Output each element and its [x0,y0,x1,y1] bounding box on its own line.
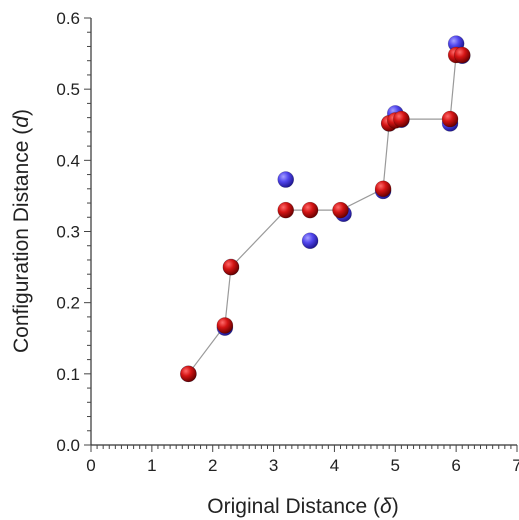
x-axis-title-symbol: δ [380,495,392,518]
y-axis-title-start: Configuration Distance ( [10,128,33,353]
data-point [222,258,240,276]
y-axis-title: Configuration Distance (d) [10,109,33,353]
x-tick-label: 5 [391,456,400,475]
y-tick-label: 0.4 [56,151,80,170]
data-point [301,201,319,219]
data-point [277,171,295,188]
x-tick-label: 2 [208,456,217,475]
data-point [216,317,234,334]
data-point [441,110,459,128]
series-layer [180,35,471,383]
x-tick-label: 0 [86,456,95,475]
y-tick-label: 0.0 [56,436,80,455]
y-axis: 0.0 0.1 0.2 0.3 0.4 0.5 0.6 [56,9,91,455]
data-point [332,201,349,219]
y-tick-label: 0.3 [56,223,80,242]
data-point [301,232,319,250]
y-tick-label: 0.1 [56,365,80,384]
x-tick-label: 6 [451,456,460,475]
y-axis-title-symbol: d [10,115,33,128]
x-tick-label: 3 [269,456,278,475]
y-axis-title-end: ) [10,109,33,116]
y-tick-label: 0.2 [56,294,80,313]
x-tick-label: 4 [330,456,339,475]
data-point [277,201,295,219]
data-point [393,110,410,128]
x-tick-label: 1 [147,456,156,475]
x-axis-title: Original Distance (δ) [207,495,398,518]
x-axis: 0 1 2 3 4 5 6 7 [86,445,519,475]
y-tick-label: 0.5 [56,80,80,99]
data-point [374,180,392,198]
data-point [453,46,471,64]
x-axis-title-start: Original Distance ( [207,495,380,518]
series-2 [180,46,471,383]
x-axis-title-end: ) [392,495,399,518]
y-tick-label: 0.6 [56,9,80,28]
x-tick-label: 7 [512,456,519,475]
data-point [180,365,197,383]
